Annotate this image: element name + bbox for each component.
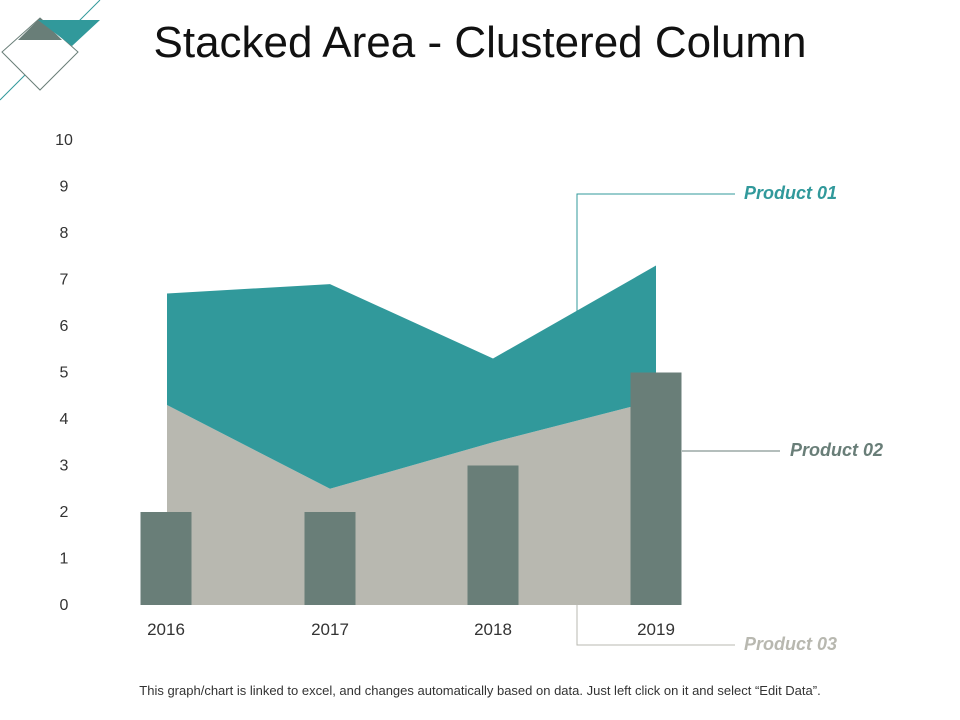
y-tick-label: 7 — [60, 272, 69, 289]
footnote: This graph/chart is linked to excel, and… — [139, 683, 821, 698]
bar-product-02-2018 — [467, 465, 519, 605]
bar-product-02-2016 — [140, 512, 192, 605]
legend-label-product-03: Product 03 — [744, 634, 837, 654]
page-title: Stacked Area - Clustered Column — [153, 18, 807, 67]
bar-product-02-2017 — [304, 512, 356, 605]
area-product-03 — [167, 400, 656, 605]
x-tick-label-2018: 2018 — [474, 620, 512, 639]
legend-label-product-02: Product 02 — [790, 440, 883, 460]
y-tick-label: 1 — [60, 551, 69, 568]
y-tick-label: 2 — [60, 504, 69, 521]
callout-line-product-03 — [576, 605, 735, 646]
y-tick-label: 6 — [60, 318, 69, 335]
y-tick-label: 0 — [60, 597, 69, 614]
y-tick-label: 9 — [60, 179, 69, 196]
y-tick-label: 5 — [60, 365, 69, 382]
bar-product-02-2019 — [630, 372, 682, 605]
area-product-01 — [167, 265, 656, 489]
x-tick-label-2017: 2017 — [311, 620, 349, 639]
corner-decoration — [0, 0, 101, 101]
y-tick-label: 8 — [60, 225, 69, 242]
y-tick-label: 4 — [60, 411, 69, 428]
x-tick-label-2016: 2016 — [147, 620, 185, 639]
chart[interactable]: 0 1 2 3 4 5 6 7 8 9 10 2016 2017 2018 2019 Product 01 Pr… — [0, 0, 960, 680]
y-tick-label: 10 — [55, 132, 73, 149]
callout-line-product-01 — [576, 193, 735, 318]
legend-label-product-01: Product 01 — [744, 183, 837, 203]
y-tick-label: 3 — [60, 458, 69, 475]
x-tick-label-2019: 2019 — [637, 620, 675, 639]
